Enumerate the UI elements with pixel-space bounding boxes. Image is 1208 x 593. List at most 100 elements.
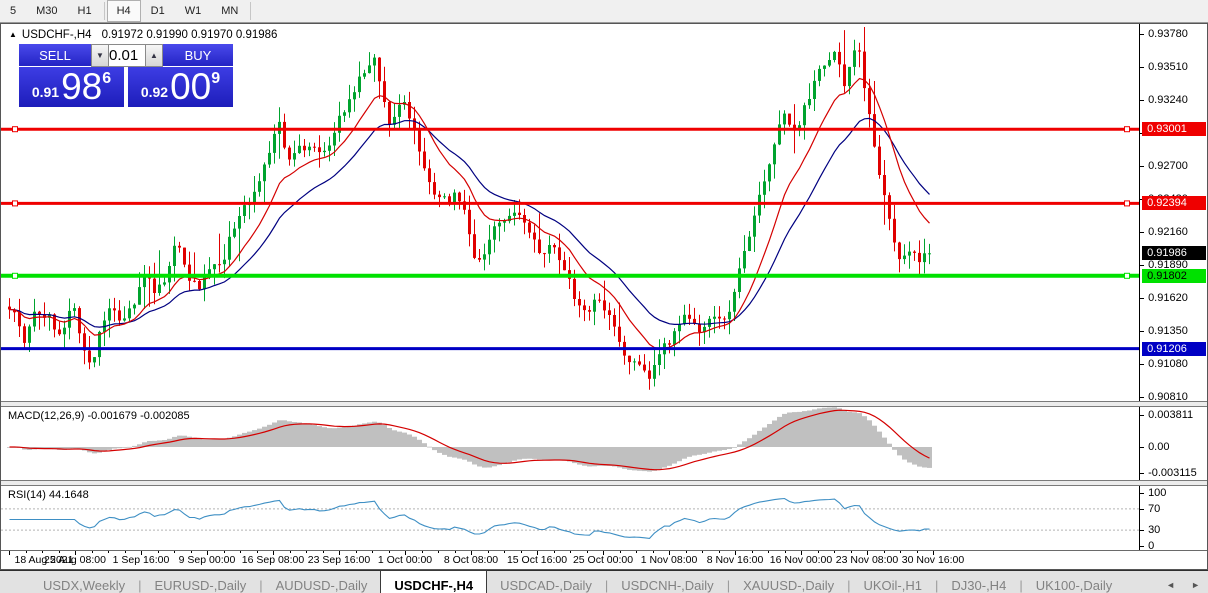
time-tick: [240, 551, 241, 553]
buy-button[interactable]: BUY: [163, 44, 233, 67]
current-price-badge: 0.91986: [1142, 246, 1206, 260]
chart-tab-eurusd-daily[interactable]: EURUSD-,Daily: [154, 577, 247, 593]
time-tick: [752, 551, 753, 553]
chart-tab-audusd-daily[interactable]: AUDUSD-,Daily: [275, 577, 368, 593]
chart-tab-uk100-daily[interactable]: UK100-,Daily: [1035, 577, 1113, 593]
chart-tab-ukoil-h1[interactable]: UKOil-,H1: [863, 577, 922, 593]
time-tick: [422, 551, 423, 553]
macd-panel: MACD(12,26,9) -0.001679 -0.002085 0.0038…: [1, 407, 1207, 480]
lot-decrease-button[interactable]: ▼: [91, 44, 109, 67]
time-label: 18 Aug 2021: [14, 554, 74, 566]
timeframe-5[interactable]: 5: [10, 5, 17, 17]
timeframe-d1[interactable]: D1: [150, 5, 165, 17]
chart-tab-usdchf-h4[interactable]: USDCHF-,H4: [380, 570, 488, 593]
main-chart-canvas[interactable]: ▲ USDCHF-,H4 0.91972 0.91990 0.91970 0.919…: [1, 24, 1140, 401]
hline-handle[interactable]: [12, 126, 18, 133]
price-tick: [1140, 166, 1145, 167]
level-price-badge: 0.93001: [1142, 122, 1206, 136]
time-tick: [735, 551, 736, 555]
candles: [8, 27, 931, 390]
time-label: 1 Oct 00:00: [377, 554, 433, 566]
time-tick: [75, 551, 76, 555]
buy-price-display[interactable]: 0.92 00 9: [128, 67, 233, 107]
level-price-badge: 0.91802: [1142, 269, 1206, 283]
rsi-axis-label: 30: [1148, 524, 1161, 536]
time-tick: [290, 551, 291, 553]
rsi-axis-label: 100: [1148, 487, 1167, 499]
time-label: 25 Oct 00:00: [572, 554, 634, 566]
time-tick: [917, 551, 918, 553]
chart-tab-xauusd-daily[interactable]: XAUUSD-,Daily: [743, 577, 835, 593]
time-tick: [867, 551, 868, 555]
rsi-tick: [1140, 530, 1145, 531]
arrow-up-icon: ▲: [150, 51, 158, 60]
price-axis-label: 0.92700: [1148, 160, 1188, 172]
time-tick: [224, 551, 225, 553]
buy-price-prefix: 0.92: [140, 84, 169, 100]
buy-button-label: BUY: [184, 47, 212, 63]
rsi-axis-label: 0: [1148, 540, 1155, 552]
rsi-tick: [1140, 493, 1145, 494]
ma-slow-line: [9, 117, 930, 328]
time-tick: [389, 551, 390, 553]
time-tick: [884, 551, 885, 553]
time-tick: [471, 551, 472, 555]
hline-handle[interactable]: [12, 272, 18, 279]
hline-handle[interactable]: [1124, 272, 1130, 279]
time-tick: [669, 551, 670, 555]
sell-button[interactable]: SELL: [19, 44, 91, 67]
time-tick: [851, 551, 852, 553]
time-tick: [818, 551, 819, 553]
time-tick: [636, 551, 637, 553]
timeframe-mn[interactable]: MN: [221, 5, 239, 17]
time-tick: [356, 551, 357, 553]
macd-label-row: MACD(12,26,9) -0.001679 -0.002085: [8, 410, 190, 422]
time-tick: [141, 551, 142, 555]
time-tick: [653, 551, 654, 553]
hline-handle[interactable]: [12, 200, 18, 207]
time-label: 9 Sep 00:00: [178, 554, 236, 566]
price-axis-label: 0.92160: [1148, 226, 1188, 238]
tab-scroll-left-icon[interactable]: ◄: [1166, 580, 1176, 590]
panel-splitter[interactable]: [1, 480, 1207, 486]
timeframe-m30[interactable]: M30: [36, 5, 58, 17]
time-tick: [504, 551, 505, 553]
hline-handle[interactable]: [1124, 126, 1130, 133]
time-tick: [488, 551, 489, 553]
tab-separator: |: [1019, 577, 1023, 593]
time-tick: [900, 551, 901, 553]
timeframe-w1[interactable]: W1: [184, 5, 202, 17]
macd-tick: [1140, 447, 1145, 448]
level-price-badge: 0.91206: [1142, 342, 1206, 356]
chart-tab-dj30-h4[interactable]: DJ30-,H4: [951, 577, 1007, 593]
tab-scroll-right-icon[interactable]: ►: [1191, 580, 1200, 590]
chart-tab-usdcnh-daily[interactable]: USDCNH-,Daily: [621, 577, 714, 593]
timeframe-h4[interactable]: H4: [106, 0, 141, 22]
rsi-canvas[interactable]: RSI(14) 44.1648: [1, 486, 1140, 550]
price-tick: [1140, 232, 1145, 233]
one-click-trading-toggle-icon[interactable]: ▲: [9, 30, 17, 39]
time-label: 25 Aug 08:00: [44, 554, 106, 566]
timeframe-toolbar: 5 M30 H1 H4 D1 W1 MN: [0, 0, 1208, 23]
trade-panel-top-row: SELL ▼ ▲ BUY: [19, 44, 233, 67]
time-tick: [59, 551, 60, 553]
timeframe-h1[interactable]: H1: [77, 5, 92, 17]
macd-canvas[interactable]: MACD(12,26,9) -0.001679 -0.002085: [1, 407, 1139, 480]
time-label: 15 Oct 16:00: [506, 554, 568, 566]
panel-splitter[interactable]: [1, 401, 1207, 407]
price-tick: [1140, 67, 1145, 68]
price-axis-label: 0.91080: [1148, 358, 1188, 370]
chart-title: ▲ USDCHF-,H4 0.91972 0.91990 0.91970 0.919…: [9, 29, 277, 41]
sell-price-display[interactable]: 0.91 98 6: [19, 67, 124, 107]
time-tick: [257, 551, 258, 553]
hline-handle[interactable]: [1124, 200, 1130, 207]
chart-tab-usdx-weekly[interactable]: USDX,Weekly: [43, 577, 126, 593]
chart-symbol: USDCHF-,H4: [21, 29, 92, 41]
time-tick: [323, 551, 324, 553]
lot-increase-button[interactable]: ▲: [145, 44, 163, 67]
chart-tab-usdcad-daily[interactable]: USDCAD-,Daily: [500, 577, 592, 593]
lot-size-input[interactable]: [109, 44, 145, 67]
price-tick: [1140, 397, 1145, 398]
time-tick: [92, 551, 93, 553]
time-tick: [438, 551, 439, 553]
